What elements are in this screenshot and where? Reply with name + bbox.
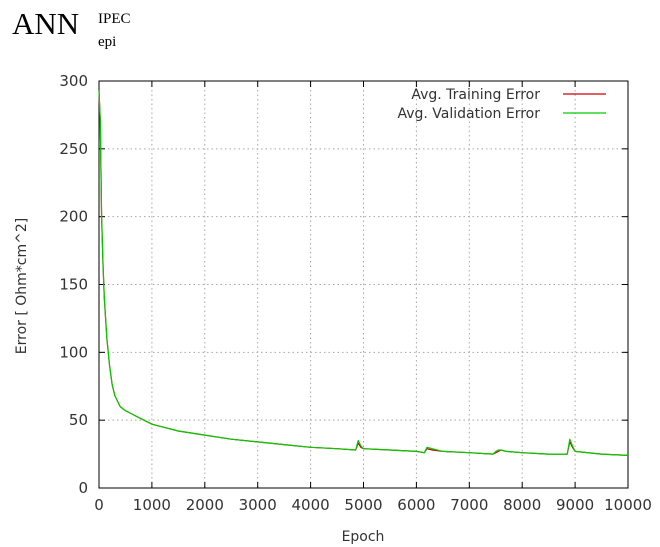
series-line-2 (98, 90, 629, 456)
x-tick-label: 8000 (503, 496, 541, 514)
figure-title-superscript: IPEC (98, 11, 131, 27)
x-tick-label: 9000 (556, 496, 594, 514)
y-axis-label: Error [ Ohm*cm^2] (14, 218, 30, 354)
x-tick-label: 0 (94, 496, 104, 514)
grid (99, 81, 628, 488)
x-tick-label: 4000 (292, 496, 330, 514)
figure-title-main: ANN (12, 6, 80, 41)
y-tick-label: 100 (59, 343, 88, 361)
y-tick-label: 200 (59, 208, 88, 226)
y-tick-label: 250 (59, 140, 88, 158)
x-tick-label: 6000 (397, 496, 435, 514)
axes: 0 1000 2000 3000 4000 5000 6000 7000 8000 9000 100… (59, 72, 652, 514)
y-tick-label: 50 (69, 411, 88, 429)
y-tick-label: 0 (78, 479, 88, 497)
x-tick-label: 2000 (186, 496, 224, 514)
x-tick-label: 10000 (604, 496, 652, 514)
plot-frame (98, 80, 629, 489)
x-tick-label: 5000 (344, 496, 382, 514)
x-tick-label: 3000 (239, 496, 277, 514)
x-tick-label: 7000 (450, 496, 488, 514)
legend-label-1: Avg. Training Error (411, 87, 540, 103)
x-axis-label: Epoch (342, 529, 385, 545)
x-tick-label: 1000 (133, 496, 171, 514)
figure-title: ANN IPEC epi (12, 6, 131, 50)
series (98, 90, 629, 456)
figure-title-subscript: epi (98, 34, 117, 50)
legend-label-2: Avg. Validation Error (397, 106, 540, 122)
y-tick-label: 300 (59, 72, 88, 90)
y-tick-label: 150 (59, 276, 88, 294)
legend: Avg. Training Error Avg. Validation Error (397, 87, 606, 122)
